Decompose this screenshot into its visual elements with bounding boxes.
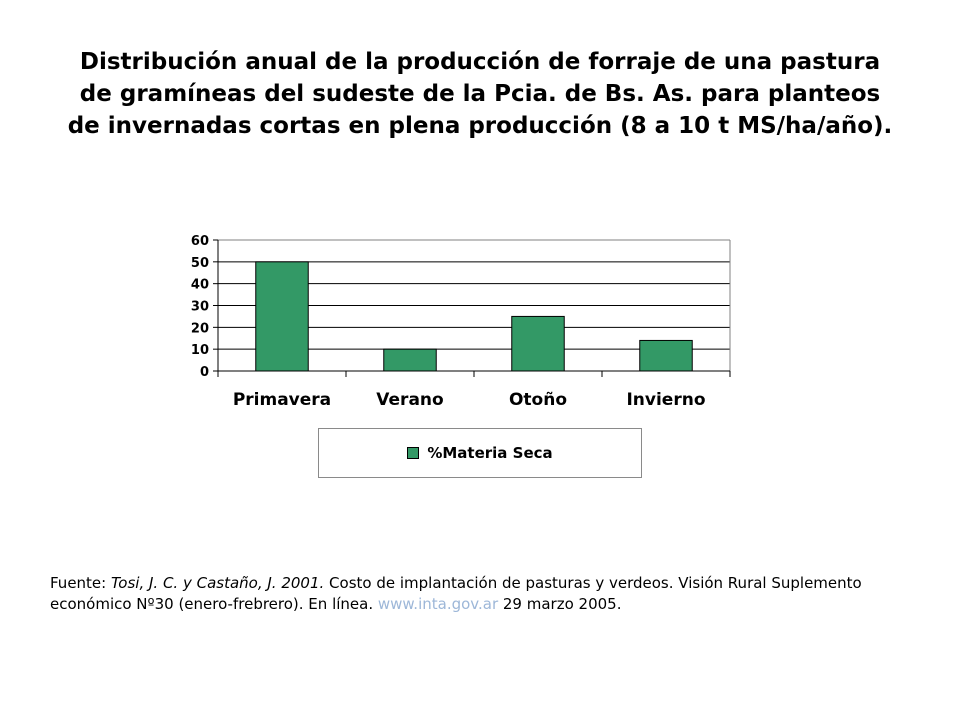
bar xyxy=(255,261,309,372)
axes xyxy=(213,239,731,377)
source-prefix: Fuente: xyxy=(50,574,111,592)
legend-label: %Materia Seca xyxy=(427,444,553,462)
y-tick-label: 60 xyxy=(191,234,209,249)
bars xyxy=(255,261,693,372)
x-tick-label: Otoño xyxy=(509,390,567,410)
bar xyxy=(383,348,437,372)
tick-labels: 0 10 20 30 40 50 60 Primavera Verano Otoño Inviern… xyxy=(191,234,706,410)
y-tick-label: 20 xyxy=(191,321,209,336)
source-link[interactable]: www.inta.gov.ar xyxy=(377,595,499,613)
bar xyxy=(511,315,565,372)
chart-title: Distribución anual de la producción de f… xyxy=(67,49,893,139)
y-tick-label: 30 xyxy=(191,300,209,315)
x-tick-label: Verano xyxy=(376,390,443,410)
bar xyxy=(639,339,693,372)
legend: %Materia Seca xyxy=(318,428,642,478)
x-tick-label: Invierno xyxy=(626,390,705,410)
y-tick-label: 50 xyxy=(191,256,209,271)
source-suffix: 29 marzo 2005. xyxy=(498,595,622,613)
source-citation: Fuente: Tosi, J. C. y Castaño, J. 2001. … xyxy=(50,573,870,615)
source-authors: Tosi, J. C. y Castaño, J. 2001. xyxy=(110,574,325,592)
x-tick-label: Primavera xyxy=(233,390,331,410)
y-tick-label: 0 xyxy=(200,365,209,380)
source-text: Costo de implantación de pasturas y verd… xyxy=(50,574,862,613)
legend-swatch xyxy=(407,447,420,459)
y-tick-label: 40 xyxy=(191,278,209,293)
y-tick-label: 10 xyxy=(191,343,209,358)
